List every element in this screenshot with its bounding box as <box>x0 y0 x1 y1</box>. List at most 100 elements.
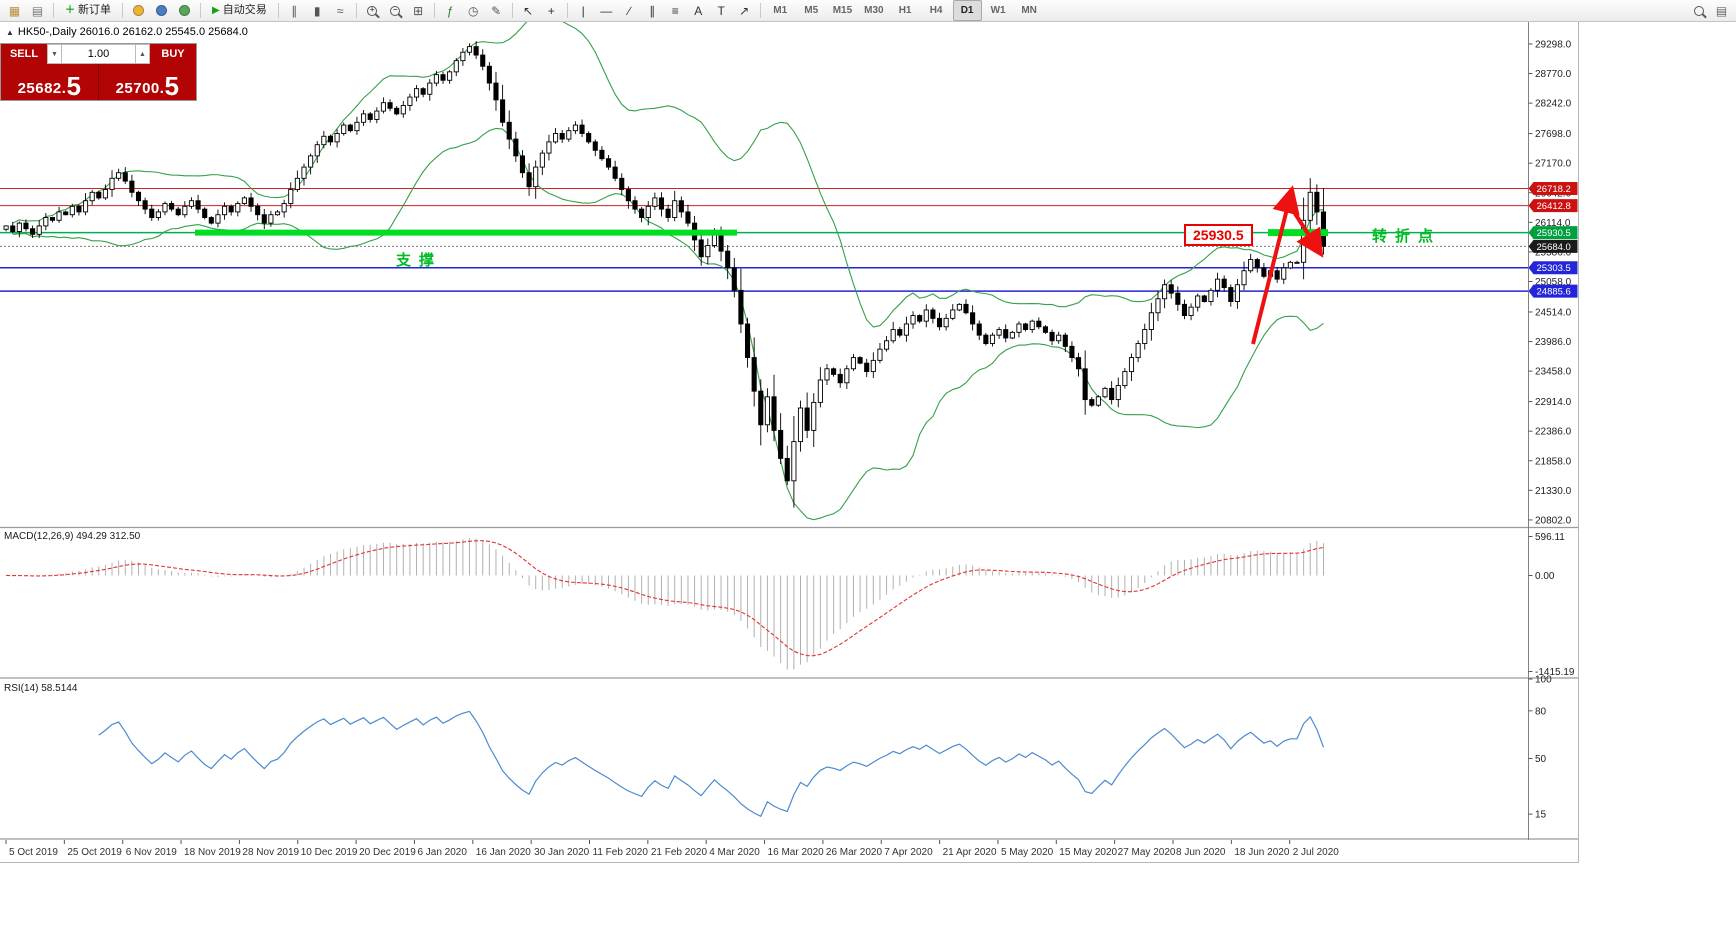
price-tag: 26718.2 <box>1528 181 1578 195</box>
svg-text:100: 100 <box>1535 675 1552 686</box>
new-chart-icon[interactable]: ▦ <box>8 3 21 18</box>
chart-window: 29298.028770.028242.027698.027170.026642… <box>0 22 1579 863</box>
indicators-icon[interactable]: ƒ <box>446 3 454 18</box>
time-axis[interactable]: 5 Oct 2019 25 Oct 2019 6 Nov 2019 18 Nov 20… <box>5 840 1340 858</box>
svg-text:11 Feb 2020: 11 Feb 2020 <box>593 847 649 858</box>
volume-input[interactable]: 1.00 <box>62 44 135 64</box>
tf-d1-button[interactable]: D1 <box>952 0 982 21</box>
svg-text:29298.0: 29298.0 <box>1535 39 1572 50</box>
horizontal-level-lines[interactable] <box>0 187 1528 292</box>
tf-h4-button[interactable]: H4 <box>929 4 943 16</box>
vertical-line-icon[interactable]: | <box>581 3 585 18</box>
chart-title: ▲ HK50-,Daily 26016.0 26162.0 25545.0 256… <box>6 26 248 38</box>
price-tag: 25684.0 <box>1528 239 1578 253</box>
zoom-out-icon[interactable]: − <box>385 0 406 21</box>
svg-text:25058.0: 25058.0 <box>1535 277 1572 288</box>
bollinger-bands <box>12 22 1324 521</box>
channel-icon[interactable]: ∥ <box>649 3 656 18</box>
horizontal-line-icon[interactable]: — <box>600 3 613 18</box>
favorites-icon[interactable] <box>128 0 149 21</box>
tf-h1-button[interactable]: H1 <box>898 4 912 16</box>
svg-text:20802.0: 20802.0 <box>1535 515 1572 526</box>
svg-text:6 Nov 2019: 6 Nov 2019 <box>126 847 178 858</box>
svg-text:22386.0: 22386.0 <box>1535 427 1572 438</box>
volume-up-button[interactable]: ▲ <box>135 44 150 64</box>
tf-m5-button[interactable]: M5 <box>804 4 819 16</box>
periods-icon[interactable]: ◷ <box>467 3 479 18</box>
svg-text:21 Feb 2020: 21 Feb 2020 <box>651 847 708 858</box>
svg-text:26718.2: 26718.2 <box>1537 184 1571 195</box>
cursor-icon[interactable]: ↖ <box>523 3 534 18</box>
sell-price-big-digit: 5 <box>66 70 82 101</box>
chart-profiles-icon[interactable]: ▤ <box>31 3 44 18</box>
rsi-indicator-label: RSI(14) 58.5144 <box>4 683 78 694</box>
svg-text:18 Nov 2019: 18 Nov 2019 <box>184 847 241 858</box>
svg-text:10 Dec 2019: 10 Dec 2019 <box>301 847 358 858</box>
svg-text:15: 15 <box>1535 810 1547 821</box>
line-chart-type-icon[interactable]: ≈ <box>336 3 344 18</box>
svg-text:27698.0: 27698.0 <box>1535 129 1572 140</box>
sell-button[interactable]: SELL <box>1 44 47 64</box>
new-order-button[interactable]: ＋新订单 <box>65 4 111 16</box>
svg-text:27 May 2020: 27 May 2020 <box>1118 847 1176 858</box>
text-icon[interactable]: A <box>694 3 703 18</box>
svg-text:26114.0: 26114.0 <box>1535 218 1571 229</box>
search-icon[interactable] <box>1688 0 1709 21</box>
sell-price[interactable]: 25682. 5 <box>1 64 98 100</box>
label-icon[interactable]: T <box>717 3 725 18</box>
svg-text:5 Oct 2019: 5 Oct 2019 <box>9 847 58 858</box>
support-annotation: 支撑 <box>396 252 443 269</box>
svg-text:596.11: 596.11 <box>1535 532 1565 543</box>
price-level-label[interactable]: 25930.5 <box>1184 224 1253 246</box>
tf-m30-button[interactable]: M30 <box>864 4 884 16</box>
tf-m1-button[interactable]: M1 <box>773 4 788 16</box>
macd-indicator <box>6 538 1324 670</box>
window-list-icon[interactable]: ▤ <box>1715 3 1728 18</box>
main-toolbar: ▦ ▤ ＋新订单 ▶ 自动交易 ∥ ▮ ≈ + − ⊞ ƒ ◷ ✎ ↖ + | — ∕ ∥ ≡ A T ↗ M1 M5 M15 M30… <box>0 0 1736 22</box>
svg-text:2 Jul 2020: 2 Jul 2020 <box>1293 847 1340 858</box>
svg-text:24885.6: 24885.6 <box>1537 287 1571 298</box>
svg-text:50: 50 <box>1535 754 1547 765</box>
market-icon[interactable] <box>174 0 195 21</box>
community-icon[interactable] <box>151 0 172 21</box>
zoom-in-icon[interactable]: + <box>362 0 383 21</box>
bar-chart-type-icon[interactable]: ∥ <box>291 3 298 18</box>
trend-arrows[interactable] <box>1251 185 1324 345</box>
toolbar-separator <box>122 3 123 18</box>
price-axis[interactable]: 29298.028770.028242.027698.027170.026642… <box>1528 39 1578 821</box>
svg-text:26 Mar 2020: 26 Mar 2020 <box>826 847 883 858</box>
autotrading-button[interactable]: ▶ 自动交易 <box>212 4 267 16</box>
trendline-icon[interactable]: ∕ <box>628 3 631 18</box>
svg-text:22914.0: 22914.0 <box>1535 397 1572 408</box>
price-tag: 25303.5 <box>1528 261 1578 275</box>
toolbar-separator <box>200 3 201 18</box>
tile-windows-icon[interactable]: ⊞ <box>413 3 424 18</box>
fibonacci-icon[interactable]: ≡ <box>671 3 679 18</box>
volume-down-button[interactable]: ▼ <box>47 44 62 64</box>
buy-button[interactable]: BUY <box>150 44 196 64</box>
one-click-toggle-icon[interactable]: ▲ <box>6 28 14 37</box>
toolbar-separator <box>433 3 435 18</box>
svg-text:80: 80 <box>1535 706 1547 717</box>
svg-text:7 Apr 2020: 7 Apr 2020 <box>884 847 933 858</box>
arrows-icon[interactable]: ↗ <box>739 3 750 18</box>
crosshair-icon[interactable]: + <box>547 3 555 18</box>
candlestick-chart-type-icon[interactable]: ▮ <box>313 3 321 18</box>
svg-text:6 Jan 2020: 6 Jan 2020 <box>417 847 467 858</box>
svg-text:5 May 2020: 5 May 2020 <box>1001 847 1054 858</box>
tf-mn-button[interactable]: MN <box>1021 4 1037 16</box>
svg-text:25303.5: 25303.5 <box>1537 263 1571 274</box>
tf-m15-button[interactable]: M15 <box>832 4 853 16</box>
svg-text:16 Mar 2020: 16 Mar 2020 <box>768 847 825 858</box>
sell-price-main: 25682. <box>17 80 67 97</box>
tf-w1-button[interactable]: W1 <box>990 4 1006 16</box>
templates-icon[interactable]: ✎ <box>491 3 502 18</box>
svg-text:26412.8: 26412.8 <box>1537 201 1571 212</box>
svg-text:25 Oct 2019: 25 Oct 2019 <box>67 847 122 858</box>
svg-text:-1415.19: -1415.19 <box>1535 667 1575 678</box>
chart-canvas[interactable]: 29298.028770.028242.027698.027170.026642… <box>0 22 1578 862</box>
buy-price[interactable]: 25700. 5 <box>99 64 196 100</box>
svg-text:24514.0: 24514.0 <box>1535 307 1572 318</box>
svg-text:21858.0: 21858.0 <box>1535 456 1572 467</box>
